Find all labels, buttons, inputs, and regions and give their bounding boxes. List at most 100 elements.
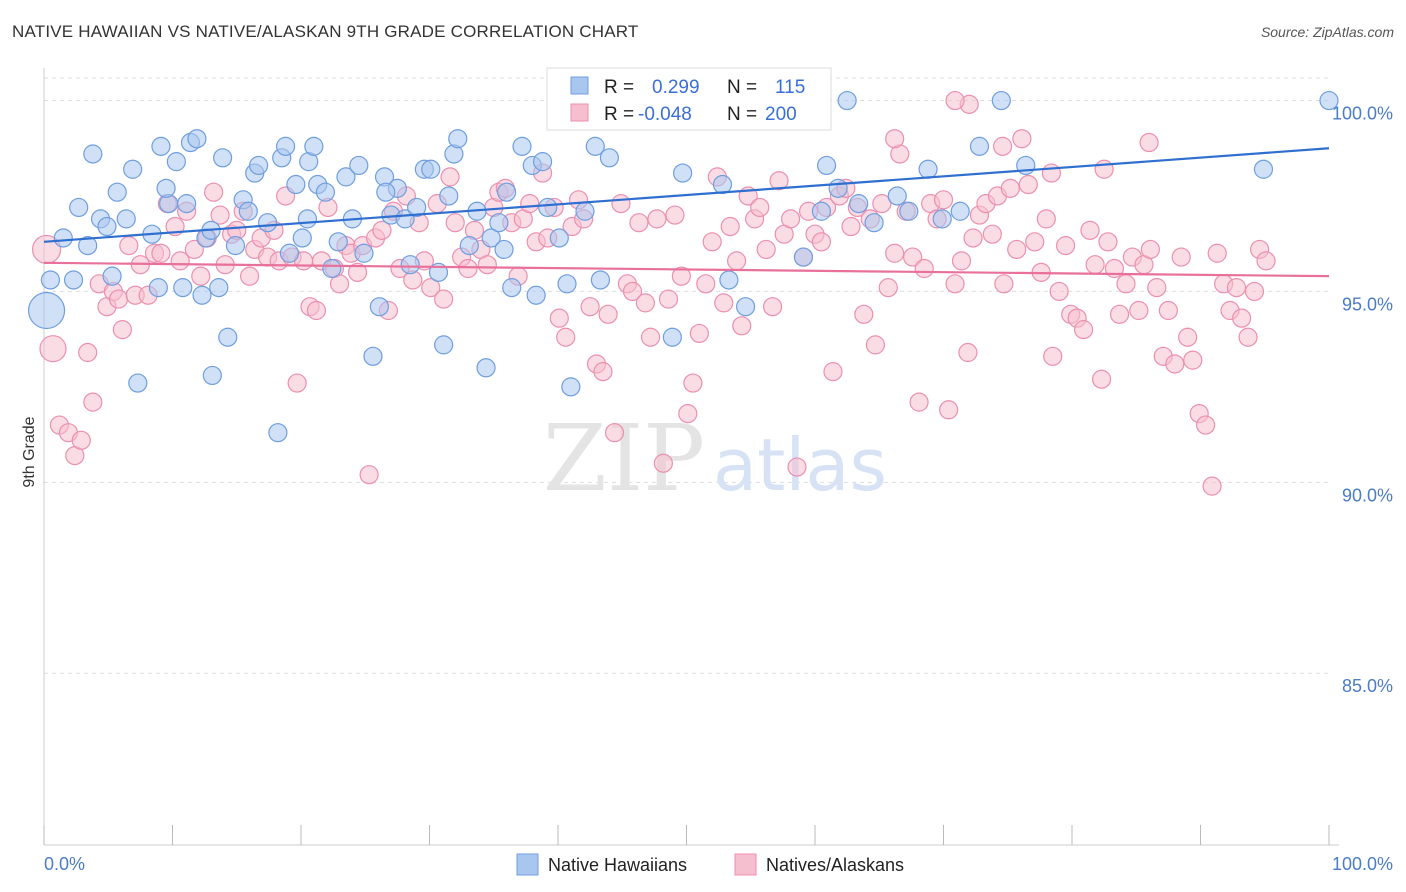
legend-r-label-2: R = [604,104,634,125]
alaskans-point [903,247,923,267]
hawaiians-point [837,90,857,111]
alaskans-point [359,465,379,485]
watermark: ZIP atlas [543,405,887,512]
alaskans-point [1098,232,1118,252]
legend-r-value-2: -0.048 [638,104,692,125]
hawaiians-point [448,129,468,149]
alaskans-point [170,251,190,271]
hawaiians-point [476,358,496,378]
hawaiians-point [177,194,197,214]
alaskans-point [421,278,441,298]
hawaiians-point [53,228,73,248]
alaskans-point [434,289,454,309]
alaskans-point [714,293,734,313]
alaskans-point [702,232,722,252]
series-legend-swatch-hawaiians [516,853,539,876]
hawaiians-point [209,278,229,298]
alaskans-point [1238,327,1258,347]
hawaiians-point [828,178,848,198]
alaskans-point [885,243,905,263]
legend-r-label-1: R = [604,77,634,98]
alaskans-point [762,297,783,317]
stats-legend-frame [546,67,832,131]
alaskans-point [556,327,576,347]
alaskans-point [440,167,460,187]
alaskans-point [635,293,655,313]
hawaiians-point [459,236,479,256]
alaskans-point [958,342,978,363]
hawaiians-point [116,209,136,229]
legend-swatch-alaskans [570,103,589,122]
alaskans-point [151,243,171,263]
alaskans-point [622,281,643,302]
hawaiians-point [811,201,832,221]
alaskans-point [1012,129,1032,149]
hawaiians-point [128,373,148,393]
hawaiians-point [69,197,89,218]
alaskans-point [520,194,540,214]
hawaiians-point [354,243,374,263]
series-legend-swatch-alaskans [734,853,757,876]
alaskans-point [1129,300,1149,321]
alaskans-point [1171,247,1191,267]
alaskans-point [1256,251,1276,271]
hawaiians-point [561,377,581,397]
hawaiians-point [526,285,546,305]
hawaiians-point [512,136,532,156]
hawaiians-point [421,159,441,179]
hawaiians-point [549,228,569,248]
legend-n-label-1: N = [727,77,757,98]
alaskans-point [1226,278,1247,298]
series-legend-alaskans: Natives/Alaskans [766,855,904,875]
alaskans-point [71,430,91,450]
hawaiians-point [279,243,300,263]
alaskans-point [1085,255,1105,275]
alaskans-point [1116,274,1136,294]
hawaiians-point [83,144,103,164]
hawaiians-point [78,236,98,256]
hawaiians-point [315,182,336,202]
hawaiians-point [268,423,288,443]
alaskans-point [549,308,569,328]
axes [43,68,1339,846]
alaskans-point [696,274,716,294]
hawaiians-point [63,270,84,290]
hawaiians-point [481,228,501,248]
hawaiians-point [297,209,318,229]
alaskans-point [689,323,709,344]
alaskans-point [1091,369,1112,389]
alaskans-point [1183,350,1203,370]
hawaiians-point [712,174,733,195]
hawaiians-point [434,335,454,355]
hawaiians-point [213,148,233,168]
y-tick-label: 100.0% [1332,104,1393,124]
hawaiians-point [932,209,952,229]
alaskans-point [306,300,327,321]
alaskans-point [1244,281,1265,302]
hawaiians-point [40,270,61,290]
chart-title: NATIVE HAWAIIAN VS NATIVE/ALASKAN 9TH GR… [12,22,639,41]
alaskans-point [780,209,801,229]
hawaiians-point [489,213,509,233]
x-tick-label-0: 0.0% [44,854,85,874]
alaskans-point [611,194,631,214]
hawaiians-point [173,278,193,298]
hawaiians-point [156,178,176,198]
alaskans-point [347,262,368,282]
hawaiians-point [497,182,517,202]
hawaiians-point [1319,90,1339,111]
alaskans-point [1018,174,1038,195]
alaskans-point [1041,163,1062,183]
alaskans-point [878,278,898,298]
alaskans-point [683,373,703,393]
alaskans-point [1109,304,1130,324]
alaskans-point [83,392,103,412]
hawaiians-point [349,155,369,176]
legend-n-label-2: N = [727,104,757,125]
alaskans-point [727,251,747,271]
alaskans-point [598,304,618,324]
hawaiians-point [123,159,143,179]
alaskans-point [329,274,350,294]
alaskans-point [1025,232,1045,252]
hawaiians-point [275,136,296,156]
